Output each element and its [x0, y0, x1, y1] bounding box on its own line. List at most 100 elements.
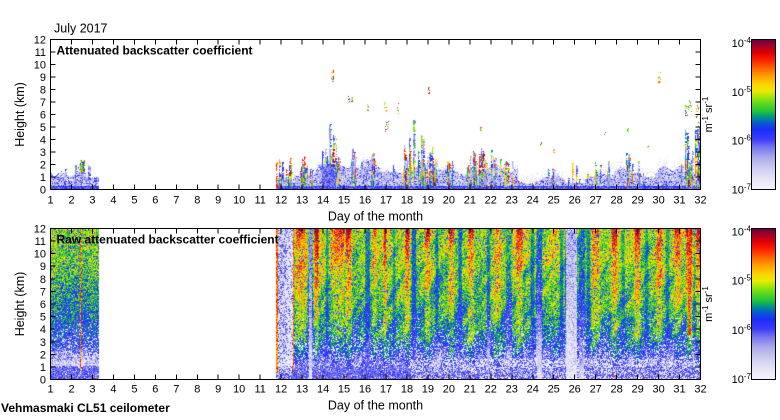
svg-text:7: 7: [40, 286, 46, 298]
svg-text:m-1 sr-1: m-1 sr-1: [701, 96, 715, 132]
svg-text:July 2017: July 2017: [54, 22, 108, 36]
svg-text:Height (km): Height (km): [13, 272, 27, 337]
svg-text:4: 4: [40, 324, 46, 336]
svg-text:22: 22: [485, 195, 497, 207]
svg-text:5: 5: [131, 384, 137, 396]
svg-text:3: 3: [40, 337, 46, 349]
svg-text:12: 12: [34, 35, 46, 47]
svg-text:27: 27: [590, 384, 602, 396]
svg-text:15: 15: [338, 195, 350, 207]
svg-text:0: 0: [40, 185, 46, 197]
svg-text:1: 1: [47, 384, 53, 396]
svg-text:14: 14: [317, 195, 329, 207]
svg-text:31: 31: [673, 195, 685, 207]
svg-text:22: 22: [485, 384, 497, 396]
svg-text:21: 21: [464, 195, 476, 207]
svg-text:30: 30: [652, 384, 664, 396]
svg-text:1: 1: [47, 195, 53, 207]
svg-text:2: 2: [40, 160, 46, 172]
svg-text:6: 6: [152, 384, 158, 396]
svg-text:0: 0: [40, 375, 46, 387]
svg-text:Vehmasmaki CL51 ceilometer: Vehmasmaki CL51 ceilometer: [1, 401, 170, 415]
svg-text:2: 2: [68, 384, 74, 396]
svg-text:16: 16: [359, 195, 371, 207]
svg-text:10: 10: [34, 60, 46, 72]
svg-text:10-6: 10-6: [732, 134, 752, 148]
svg-text:26: 26: [569, 195, 581, 207]
svg-text:10-6: 10-6: [732, 323, 752, 337]
svg-text:23: 23: [506, 384, 518, 396]
svg-text:7: 7: [173, 384, 179, 396]
svg-text:1: 1: [40, 362, 46, 374]
svg-text:5: 5: [40, 312, 46, 324]
svg-text:20: 20: [443, 195, 455, 207]
svg-text:Attenuated backscatter coeffic: Attenuated backscatter coefficient: [57, 44, 253, 58]
svg-text:10-5: 10-5: [732, 274, 752, 288]
svg-text:3: 3: [40, 147, 46, 159]
svg-text:24: 24: [527, 195, 539, 207]
svg-text:2: 2: [40, 349, 46, 361]
svg-text:6: 6: [40, 299, 46, 311]
svg-text:9: 9: [215, 195, 221, 207]
svg-text:11: 11: [254, 384, 265, 396]
svg-text:8: 8: [40, 85, 46, 97]
svg-text:19: 19: [422, 384, 434, 396]
svg-text:31: 31: [673, 384, 685, 396]
svg-text:Day of the month: Day of the month: [328, 399, 423, 413]
svg-text:10-7: 10-7: [732, 372, 752, 386]
svg-text:7: 7: [173, 195, 179, 207]
svg-text:17: 17: [380, 195, 392, 207]
svg-text:10-4: 10-4: [732, 36, 752, 50]
svg-text:26: 26: [569, 384, 581, 396]
svg-text:3: 3: [89, 384, 95, 396]
svg-text:13: 13: [296, 384, 308, 396]
svg-text:1: 1: [40, 172, 46, 184]
svg-text:20: 20: [443, 384, 455, 396]
svg-text:14: 14: [317, 384, 329, 396]
svg-text:Day of the month: Day of the month: [328, 210, 423, 224]
svg-text:10-5: 10-5: [732, 85, 752, 99]
svg-text:10: 10: [233, 195, 245, 207]
svg-text:9: 9: [40, 261, 46, 273]
svg-text:11: 11: [35, 47, 46, 59]
svg-text:10-4: 10-4: [732, 225, 752, 239]
svg-text:28: 28: [610, 384, 622, 396]
svg-text:15: 15: [338, 384, 350, 396]
svg-text:8: 8: [194, 384, 200, 396]
svg-text:m-1 sr-1: m-1 sr-1: [701, 286, 715, 322]
svg-text:5: 5: [40, 122, 46, 134]
svg-text:12: 12: [34, 224, 46, 236]
svg-text:6: 6: [40, 110, 46, 122]
svg-text:21: 21: [464, 384, 476, 396]
svg-text:8: 8: [40, 274, 46, 286]
svg-text:12: 12: [275, 384, 287, 396]
svg-text:9: 9: [215, 384, 221, 396]
svg-text:32: 32: [694, 195, 706, 207]
svg-text:18: 18: [401, 384, 413, 396]
svg-text:6: 6: [152, 195, 158, 207]
svg-text:5: 5: [131, 195, 137, 207]
svg-text:Height (km): Height (km): [13, 82, 27, 147]
svg-text:29: 29: [631, 384, 643, 396]
svg-text:29: 29: [631, 195, 643, 207]
svg-text:4: 4: [110, 384, 116, 396]
svg-text:11: 11: [35, 236, 46, 248]
svg-text:4: 4: [40, 135, 46, 147]
svg-text:32: 32: [694, 384, 706, 396]
svg-text:19: 19: [422, 195, 434, 207]
svg-text:9: 9: [40, 72, 46, 84]
svg-text:13: 13: [296, 195, 308, 207]
svg-text:18: 18: [401, 195, 413, 207]
svg-text:7: 7: [40, 97, 46, 109]
svg-text:27: 27: [590, 195, 602, 207]
svg-text:8: 8: [194, 195, 200, 207]
svg-text:25: 25: [548, 384, 560, 396]
svg-text:30: 30: [652, 195, 664, 207]
svg-text:11: 11: [254, 195, 265, 207]
svg-text:2: 2: [68, 195, 74, 207]
svg-text:28: 28: [610, 195, 622, 207]
svg-text:16: 16: [359, 384, 371, 396]
svg-text:17: 17: [380, 384, 392, 396]
svg-text:23: 23: [506, 195, 518, 207]
svg-text:10: 10: [34, 249, 46, 261]
